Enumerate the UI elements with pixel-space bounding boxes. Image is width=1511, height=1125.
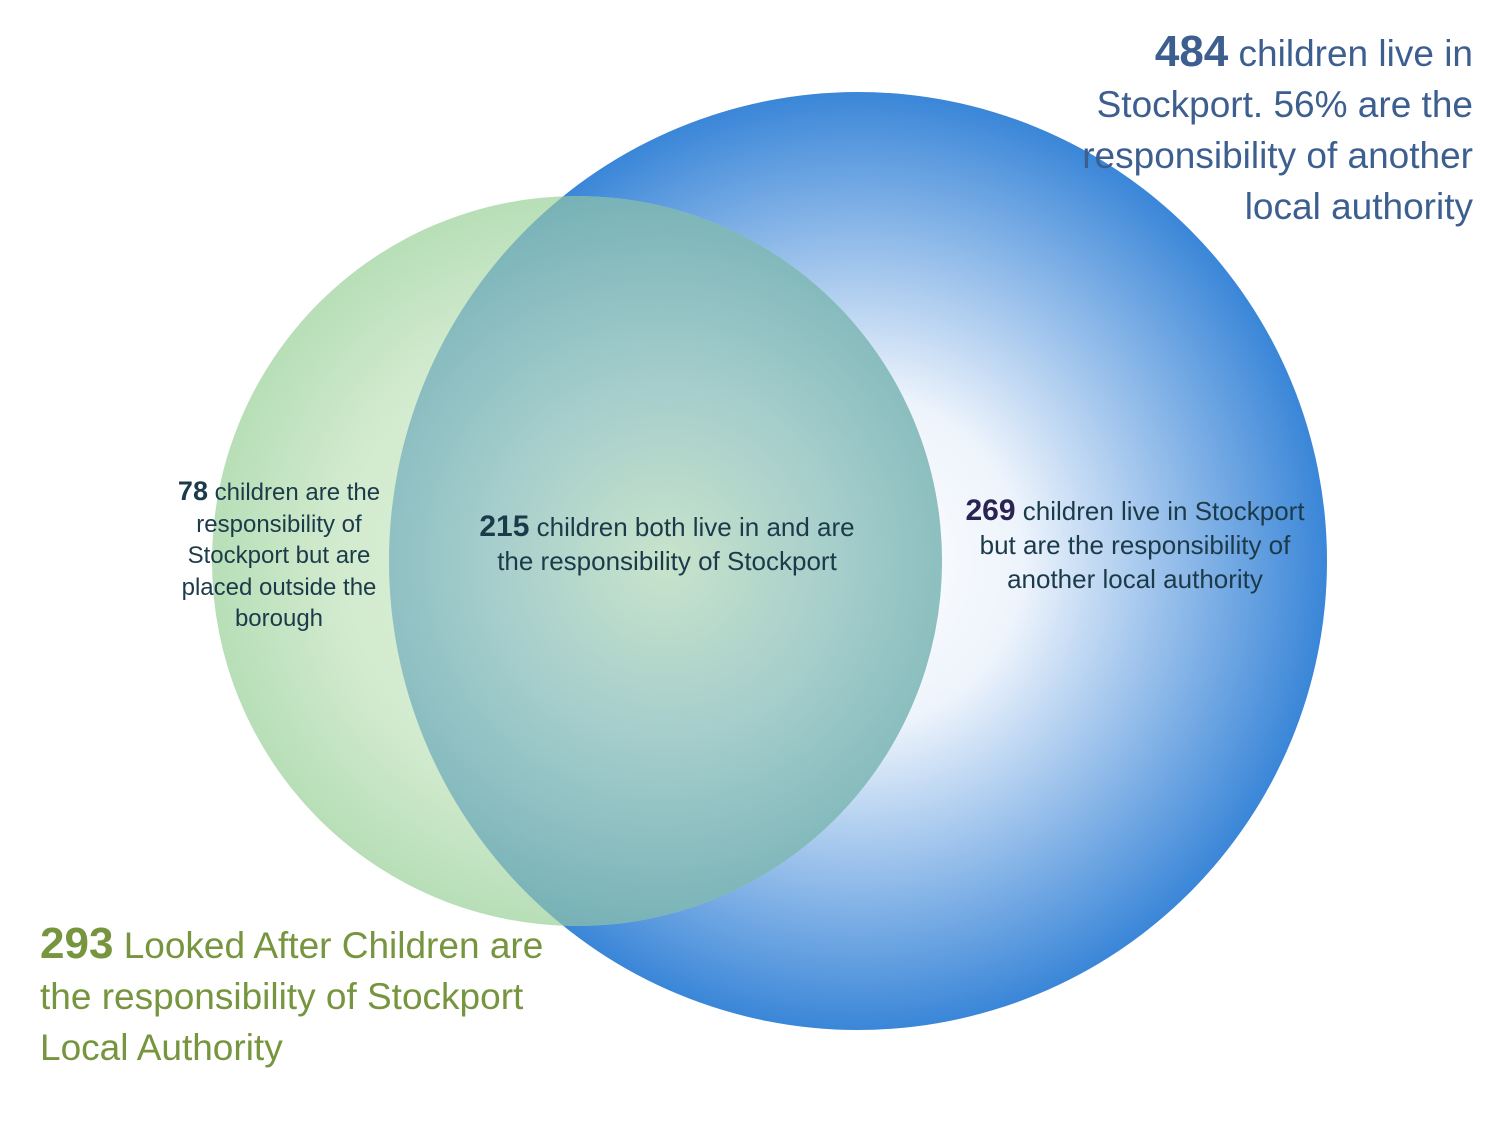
other-authority-text: children live in Stockport but are the r… (979, 496, 1305, 594)
looked-after-children-caption: 293 Looked After Children are the respon… (40, 918, 560, 1073)
looked-after-children-text: Looked After Children are the responsibi… (40, 925, 544, 1068)
intersection-text: children both live in and are the respon… (497, 512, 855, 576)
stockport-residents-text: children live in Stockport. 56% are the … (1082, 33, 1473, 227)
stockport-residents-caption: 484 children live in Stockport. 56% are … (1053, 26, 1473, 232)
placed-outside-count: 78 (177, 476, 208, 506)
placed-outside-text: children are the responsibility of Stock… (181, 479, 381, 632)
other-authority-region-label: 269 children live in Stockport but are t… (960, 494, 1310, 596)
looked-after-children-count: 293 (40, 919, 114, 968)
stockport-residents-count: 484 (1154, 27, 1229, 76)
intersection-count: 215 (479, 510, 530, 543)
intersection-label: 215 children both live in and are the re… (478, 510, 856, 578)
placed-outside-region-label: 78 children are the responsibility of St… (168, 476, 390, 635)
other-authority-count: 269 (965, 494, 1016, 527)
